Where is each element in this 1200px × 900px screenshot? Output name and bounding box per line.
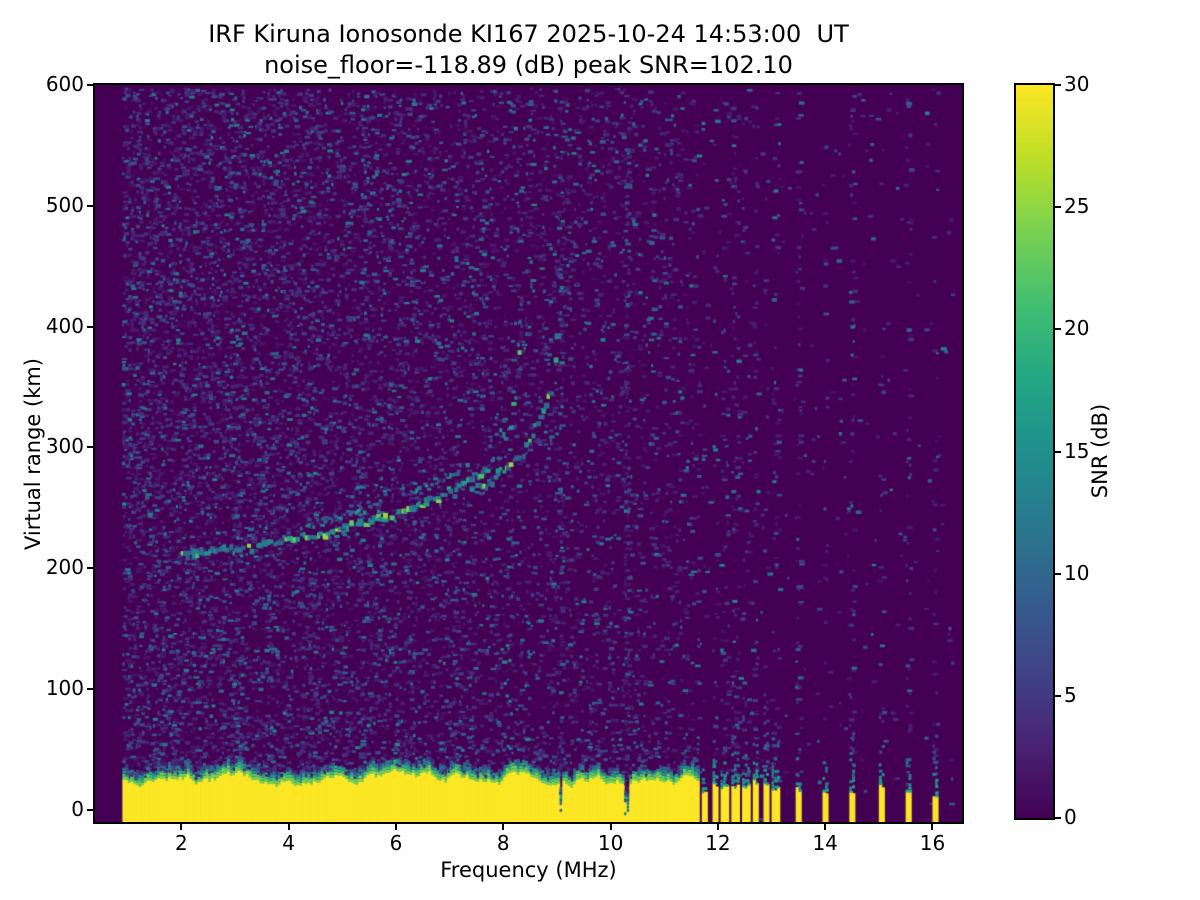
x-tick-mark — [716, 824, 719, 830]
x-tick-label: 6 — [389, 831, 403, 855]
x-tick-mark — [609, 824, 612, 830]
colorbar-tick-label: 10 — [1064, 560, 1090, 585]
y-tick-mark — [87, 204, 93, 207]
chart-title: IRF Kiruna Ionosonde KI167 2025-10-24 14… — [208, 20, 849, 48]
colorbar-tick-mark — [1055, 206, 1061, 209]
y-tick-mark — [87, 688, 93, 691]
colorbar-tick-label: 25 — [1064, 194, 1090, 219]
x-tick-label: 14 — [812, 831, 838, 855]
colorbar-tick-label: 5 — [1064, 682, 1077, 707]
y-tick-mark — [87, 808, 93, 811]
y-tick-label: 100 — [45, 676, 84, 701]
x-tick-label: 16 — [919, 831, 946, 855]
x-tick-label: 2 — [175, 831, 188, 855]
x-tick-label: 8 — [496, 831, 510, 855]
chart-subtitle: noise_floor=-118.89 (dB) peak SNR=102.10 — [264, 51, 793, 79]
colorbar-tick-mark — [1055, 694, 1061, 697]
plot-frame — [93, 83, 964, 824]
colorbar-tick-mark — [1055, 450, 1061, 453]
colorbar-tick-mark — [1055, 328, 1061, 331]
x-tick-mark — [180, 824, 183, 830]
colorbar-tick-label: 15 — [1064, 438, 1090, 463]
colorbar-frame — [1014, 83, 1055, 820]
colorbar-tick-mark — [1055, 572, 1061, 575]
colorbar-tick-label: 0 — [1064, 805, 1077, 829]
y-tick-label: 300 — [45, 434, 84, 459]
y-tick-label: 600 — [45, 72, 84, 96]
y-tick-mark — [87, 567, 93, 570]
y-tick-label: 400 — [45, 313, 84, 338]
y-tick-label: 200 — [45, 555, 84, 580]
x-tick-mark — [394, 824, 397, 830]
y-tick-mark — [87, 446, 93, 449]
colorbar-tick-label: 20 — [1064, 316, 1090, 341]
x-tick-mark — [502, 824, 505, 830]
x-tick-label: 12 — [705, 831, 731, 855]
x-tick-label: 4 — [282, 831, 296, 855]
colorbar-gradient — [1016, 85, 1053, 818]
y-tick-mark — [87, 325, 93, 328]
x-tick-mark — [824, 824, 827, 830]
y-tick-label: 0 — [71, 796, 84, 821]
colorbar-tick-mark — [1055, 817, 1061, 819]
colorbar-tick-mark — [1055, 84, 1061, 86]
x-tick-mark — [287, 824, 290, 830]
colorbar-tick-label: 30 — [1064, 72, 1090, 96]
x-axis-label: Frequency (MHz) — [440, 858, 617, 882]
ionogram-canvas — [95, 85, 962, 822]
x-tick-label: 10 — [597, 831, 624, 855]
y-tick-mark — [87, 84, 93, 86]
y-tick-label: 500 — [45, 192, 84, 217]
x-tick-mark — [931, 824, 934, 830]
